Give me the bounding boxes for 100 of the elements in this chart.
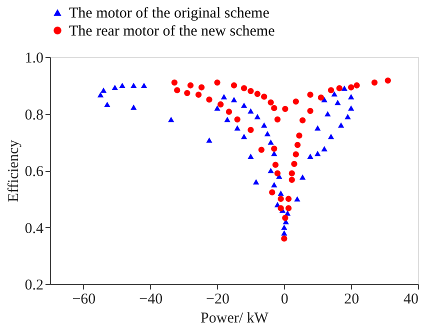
x-axis-title: Power/ kW [200, 310, 270, 326]
point [258, 146, 265, 153]
point [269, 189, 276, 196]
point [281, 230, 288, 236]
point [307, 108, 314, 114]
point [278, 196, 284, 202]
point [268, 139, 274, 145]
point [220, 94, 228, 100]
point [171, 79, 178, 86]
point [307, 92, 314, 98]
point [344, 114, 351, 120]
point [240, 134, 248, 140]
y-tick-label: 0.8 [24, 107, 44, 124]
y-tick-label: 0.4 [24, 220, 44, 237]
x-tick-label: 20 [344, 292, 360, 308]
point [354, 82, 360, 88]
legend-label: The rear motor of the new scheme [69, 24, 276, 40]
point [281, 224, 288, 230]
point [248, 108, 254, 114]
point [291, 160, 298, 168]
point [274, 170, 281, 176]
point [348, 84, 354, 90]
point [314, 150, 321, 156]
point [168, 116, 174, 122]
point [130, 104, 137, 110]
point [230, 96, 238, 102]
x-tick-label: −40 [139, 292, 163, 308]
point [254, 90, 260, 97]
point [274, 116, 281, 122]
point [198, 84, 205, 90]
legend-label: The motor of the original scheme [69, 6, 270, 22]
point [234, 116, 240, 122]
y-tick-label: 0.6 [24, 164, 44, 180]
x-tick-label: −20 [206, 292, 230, 308]
point [336, 85, 342, 92]
point [288, 170, 295, 176]
y-axis-title: Efficiency [6, 139, 22, 202]
point [100, 88, 107, 93]
point [294, 196, 300, 202]
point [184, 90, 190, 96]
point [334, 100, 341, 106]
point [240, 85, 248, 92]
point [261, 122, 268, 128]
point [271, 105, 278, 112]
point [119, 82, 126, 88]
point [240, 102, 248, 108]
point [371, 79, 378, 86]
point [328, 134, 334, 140]
point [206, 96, 212, 103]
point [300, 174, 306, 180]
point [331, 91, 338, 97]
point [174, 87, 180, 94]
point [278, 190, 284, 196]
point [324, 111, 331, 116]
point [318, 94, 324, 101]
point [348, 94, 354, 100]
point [278, 205, 284, 212]
point [314, 125, 321, 131]
point [187, 82, 194, 88]
point [195, 92, 202, 98]
point [261, 94, 268, 100]
point [268, 99, 274, 106]
x-tick-label: 0 [280, 292, 288, 308]
point [130, 82, 137, 88]
point [282, 214, 288, 221]
point [281, 236, 288, 242]
point [328, 87, 334, 94]
point [234, 125, 240, 131]
point [321, 146, 328, 152]
point [214, 79, 220, 86]
point [272, 162, 279, 168]
y-tick-label: 0.2 [24, 278, 44, 294]
point [248, 88, 254, 94]
point [271, 146, 278, 152]
point [230, 82, 238, 88]
y-tick-label: 1.0 [24, 50, 44, 66]
point [282, 106, 288, 112]
point [292, 98, 299, 105]
point [292, 151, 299, 158]
point [253, 179, 260, 185]
point [248, 126, 254, 133]
point [384, 77, 391, 84]
point [104, 102, 110, 108]
point [218, 101, 224, 108]
point [206, 137, 212, 143]
point [226, 108, 232, 115]
point [296, 132, 302, 139]
x-tick-label: 40 [404, 292, 418, 308]
point [348, 105, 354, 111]
x-tick-label: −60 [72, 292, 96, 308]
point [268, 168, 274, 174]
point [140, 82, 148, 88]
point [97, 92, 104, 98]
point [288, 176, 295, 183]
point [294, 142, 301, 148]
point [341, 86, 348, 91]
point [307, 154, 314, 159]
point [300, 117, 306, 124]
point [285, 205, 292, 212]
point [264, 130, 271, 136]
